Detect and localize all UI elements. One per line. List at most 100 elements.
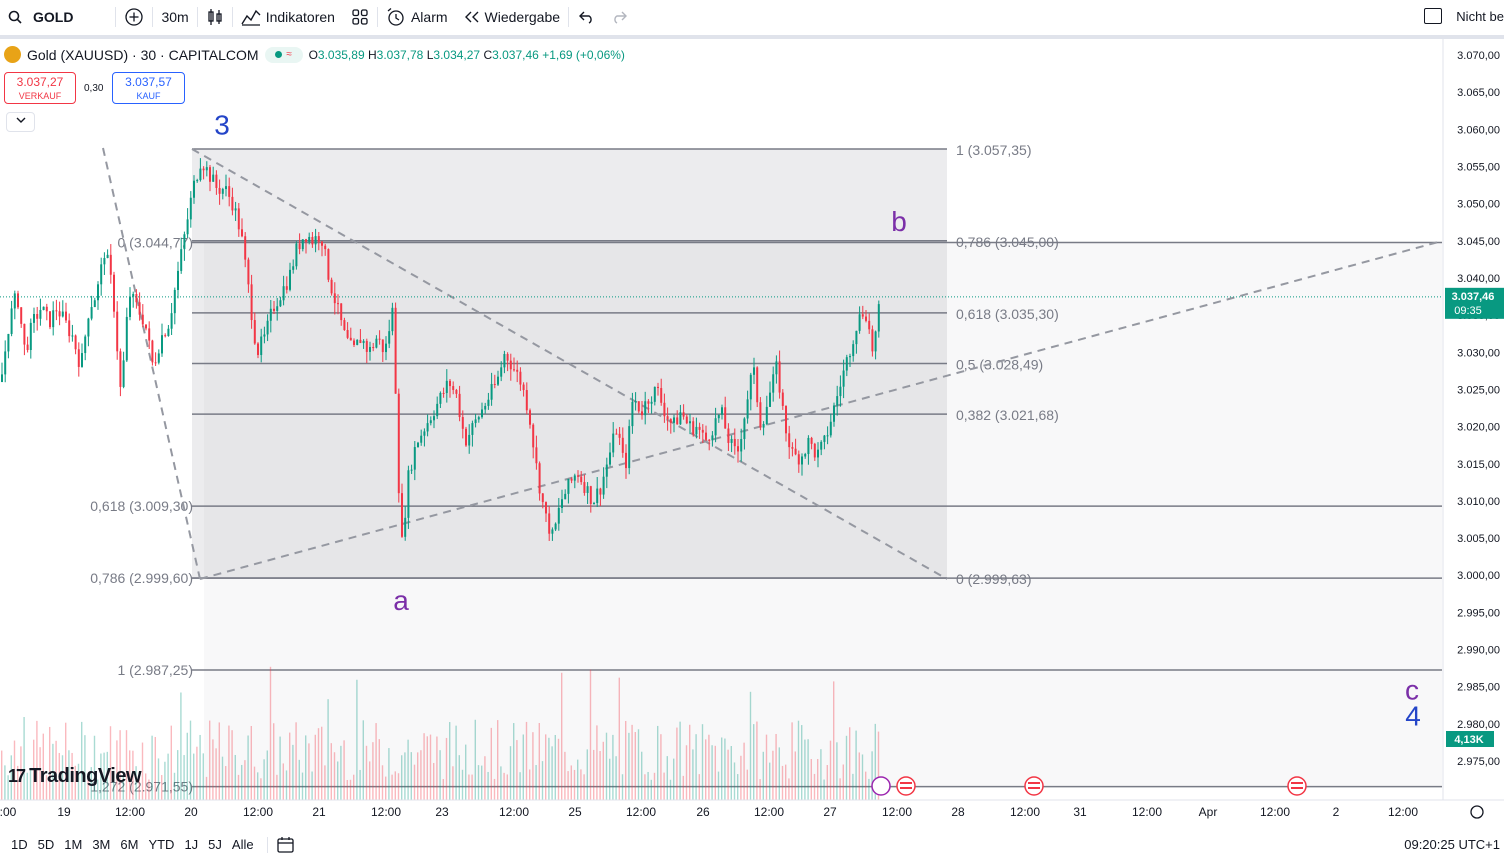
collapse-legend-button[interactable] — [6, 112, 35, 132]
candle-body — [698, 426, 701, 430]
candle-body — [605, 464, 608, 477]
volume-bar — [653, 772, 656, 800]
elliott-wave-label[interactable]: b — [891, 206, 907, 237]
last-price-label: 3.037,46 — [1452, 291, 1495, 303]
alert-button[interactable]: Alarm — [378, 0, 456, 34]
candle-body — [55, 310, 58, 312]
candle-body — [87, 318, 90, 337]
volume-bar — [858, 752, 860, 800]
trendline-lower[interactable] — [199, 240, 1443, 580]
price-chart[interactable]: 0 (3.044,77) 0,618 (3.009,30) 0,786 (2.999… — [0, 39, 1504, 834]
market-status-pill[interactable]: ≈ — [264, 46, 303, 63]
undo-button[interactable] — [569, 0, 603, 34]
replay-button[interactable]: Wiedergabe — [456, 0, 569, 34]
volume-bar — [823, 779, 825, 800]
us-flag-event-icon[interactable] — [1287, 776, 1307, 796]
volume-bar — [852, 773, 854, 800]
legend-title[interactable]: Gold (XAUUSD) · 30 · CAPITALCOM — [27, 46, 259, 63]
sell-price: 3.037,27 — [16, 75, 64, 89]
volume-bar — [753, 724, 755, 800]
range-button[interactable]: YTD — [148, 837, 175, 852]
symbol-search-button[interactable]: GOLD — [0, 0, 81, 34]
candles-icon — [208, 9, 222, 25]
flag-stripe — [900, 787, 912, 789]
price-tick-label: 3.055,00 — [1457, 161, 1500, 173]
price-tick-label: 2.990,00 — [1457, 645, 1500, 657]
volume-bar — [279, 736, 281, 800]
volume-bar — [244, 760, 246, 800]
trendline-left[interactable] — [102, 147, 201, 580]
elliott-wave-label[interactable]: c — [1405, 674, 1419, 705]
candle-body — [401, 493, 403, 537]
range-button[interactable]: Alle — [231, 837, 254, 852]
range-divider — [266, 836, 268, 853]
candle-body — [260, 336, 263, 355]
volume-bar — [855, 730, 857, 800]
candle-body — [823, 435, 826, 442]
candle-body — [666, 416, 669, 420]
volume-bar — [84, 735, 86, 800]
interval-button[interactable]: 30m — [153, 0, 196, 34]
candle-body — [244, 236, 247, 260]
volume-bar — [77, 763, 80, 800]
trendline-upper[interactable] — [191, 148, 948, 580]
volume-bar — [23, 716, 25, 800]
elliott-wave-label[interactable]: 3 — [214, 110, 230, 141]
range-button[interactable]: 1D — [11, 837, 28, 852]
candle-body — [410, 469, 413, 471]
candle-body — [631, 401, 634, 427]
candle-body — [705, 432, 707, 440]
candle-body — [839, 386, 842, 397]
top-toolbar: GOLD 30m Indikatoren Alarm Wiedergabe — [0, 0, 1504, 34]
candle-body — [679, 412, 682, 425]
candle-body — [596, 488, 599, 504]
candle-body — [183, 234, 186, 250]
candle-body — [609, 452, 611, 465]
volume-bar — [183, 755, 185, 800]
volume-bar — [833, 681, 835, 800]
redo-button[interactable] — [603, 0, 637, 34]
candle-body — [413, 447, 416, 470]
volume-tag — [1446, 731, 1494, 747]
volume-bar — [20, 746, 22, 800]
elliott-wave-label[interactable]: 4 — [1405, 700, 1421, 731]
last-price-tag[interactable] — [1445, 287, 1504, 319]
candle-body — [868, 320, 871, 330]
compare-button[interactable] — [116, 0, 152, 34]
volume-bar — [740, 755, 742, 800]
candle-body — [20, 307, 23, 324]
time-tick-label: 23 — [435, 805, 449, 819]
range-button[interactable]: 5D — [37, 837, 55, 852]
range-button[interactable]: 5J — [208, 837, 222, 852]
candle-body — [468, 434, 471, 446]
us-flag-event-icon[interactable] — [1024, 776, 1044, 796]
volume-bar — [596, 725, 598, 800]
volume-bar — [442, 778, 444, 800]
volume-bar — [333, 752, 336, 800]
checkbox[interactable] — [1424, 8, 1443, 24]
chart-type-button[interactable] — [198, 0, 232, 34]
elliott-wave-label[interactable]: a — [393, 585, 409, 616]
candle-body — [129, 296, 131, 317]
us-flag-event-icon[interactable] — [896, 776, 916, 796]
layouts-button[interactable] — [343, 0, 377, 34]
brand-name: TradingView — [29, 765, 142, 787]
range-button[interactable]: 3M — [92, 837, 111, 852]
range-button[interactable]: 1J — [184, 837, 199, 852]
volume-bar — [452, 766, 454, 800]
volume-bar — [538, 723, 540, 800]
range-button[interactable]: 6M — [120, 837, 139, 852]
range-button[interactable]: 1M — [64, 837, 83, 852]
sell-button[interactable]: 3.037,27 VERKAUF — [4, 72, 76, 104]
indicators-button[interactable]: Indikatoren — [233, 0, 343, 34]
volume-bar — [567, 771, 569, 800]
fib-extension-label: 1 (2.987,25) — [118, 662, 194, 678]
calendar-range-icon[interactable] — [276, 836, 296, 854]
lightning-event-icon[interactable] — [871, 776, 891, 796]
clock[interactable]: 09:20:25 UTC+1 — [1404, 837, 1500, 852]
gear-icon[interactable] — [1470, 805, 1484, 819]
open-value: 3.035,89 — [317, 47, 365, 62]
volume-bar — [788, 778, 790, 800]
time-tick-label: 12:00 — [1260, 805, 1290, 819]
buy-button[interactable]: 3.037,57 KAUF — [112, 72, 185, 104]
